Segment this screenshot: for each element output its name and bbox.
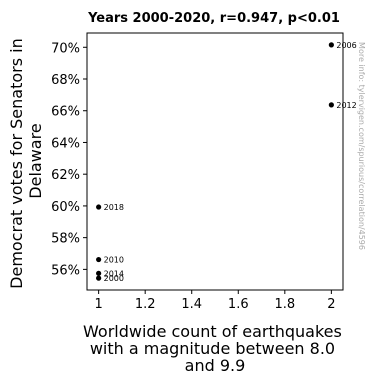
y-axis-label-line-1: Democrat votes for Senators in: [7, 38, 26, 289]
x-axis-label-line-1: Worldwide count of earthquakes: [83, 322, 342, 341]
x-tick-label: 1.6: [228, 297, 249, 312]
y-tick-label: 70%: [51, 41, 80, 56]
y-tick-label: 62%: [51, 168, 80, 183]
x-axis-label-line-2: with a magnitude between 8.0: [90, 339, 335, 358]
x-tick-label: 1.8: [274, 297, 295, 312]
x-axis: 1 1.2 1.4 1.6 1.8 2: [94, 290, 336, 312]
plot-frame: [86, 32, 344, 291]
x-tick-label: 1.2: [135, 297, 156, 312]
data-points: 2000 2006 2010 2012 2014 2018: [96, 41, 357, 283]
data-point-label-2012: 2012: [336, 101, 356, 110]
data-point-2014: [96, 270, 102, 276]
y-tick-label: 58%: [51, 232, 80, 247]
y-axis-label-line-2: Delaware: [26, 123, 45, 198]
x-tick-label: 2: [327, 297, 335, 312]
data-point-2010: [96, 256, 102, 263]
y-tick-label: 68%: [51, 73, 80, 88]
data-point-2006: [328, 42, 334, 48]
y-tick-label: 66%: [51, 105, 80, 120]
data-point-label-2010: 2010: [104, 256, 124, 265]
data-point-label-2000: 2000: [104, 274, 124, 283]
x-axis-label: Worldwide count of earthquakes with a ma…: [83, 322, 347, 375]
data-point-label-2014: 2014: [104, 269, 124, 278]
x-tick-label: 1: [94, 297, 102, 312]
chart-title: Years 2000-2020, r=0.947, p<0.01: [87, 11, 340, 26]
y-axis: 56% 58% 60% 62% 64% 66% 68% 70%: [51, 41, 87, 278]
data-point-2000: [96, 275, 102, 281]
y-axis-label: Democrat votes for Senators in Delaware: [7, 33, 45, 289]
y-tick-label: 60%: [51, 200, 80, 215]
data-point-2012: [328, 102, 334, 108]
y-tick-label: 64%: [51, 136, 80, 151]
watermark: More info: tylervigen.com/spurious/corre…: [357, 42, 366, 250]
x-axis-label-line-3: and 9.9: [185, 356, 246, 375]
data-point-label-2006: 2006: [336, 41, 356, 50]
data-point-label-2018: 2018: [104, 203, 124, 212]
data-point-2018: [96, 204, 102, 210]
y-tick-label: 56%: [51, 263, 80, 278]
x-tick-label: 1.4: [181, 297, 202, 312]
